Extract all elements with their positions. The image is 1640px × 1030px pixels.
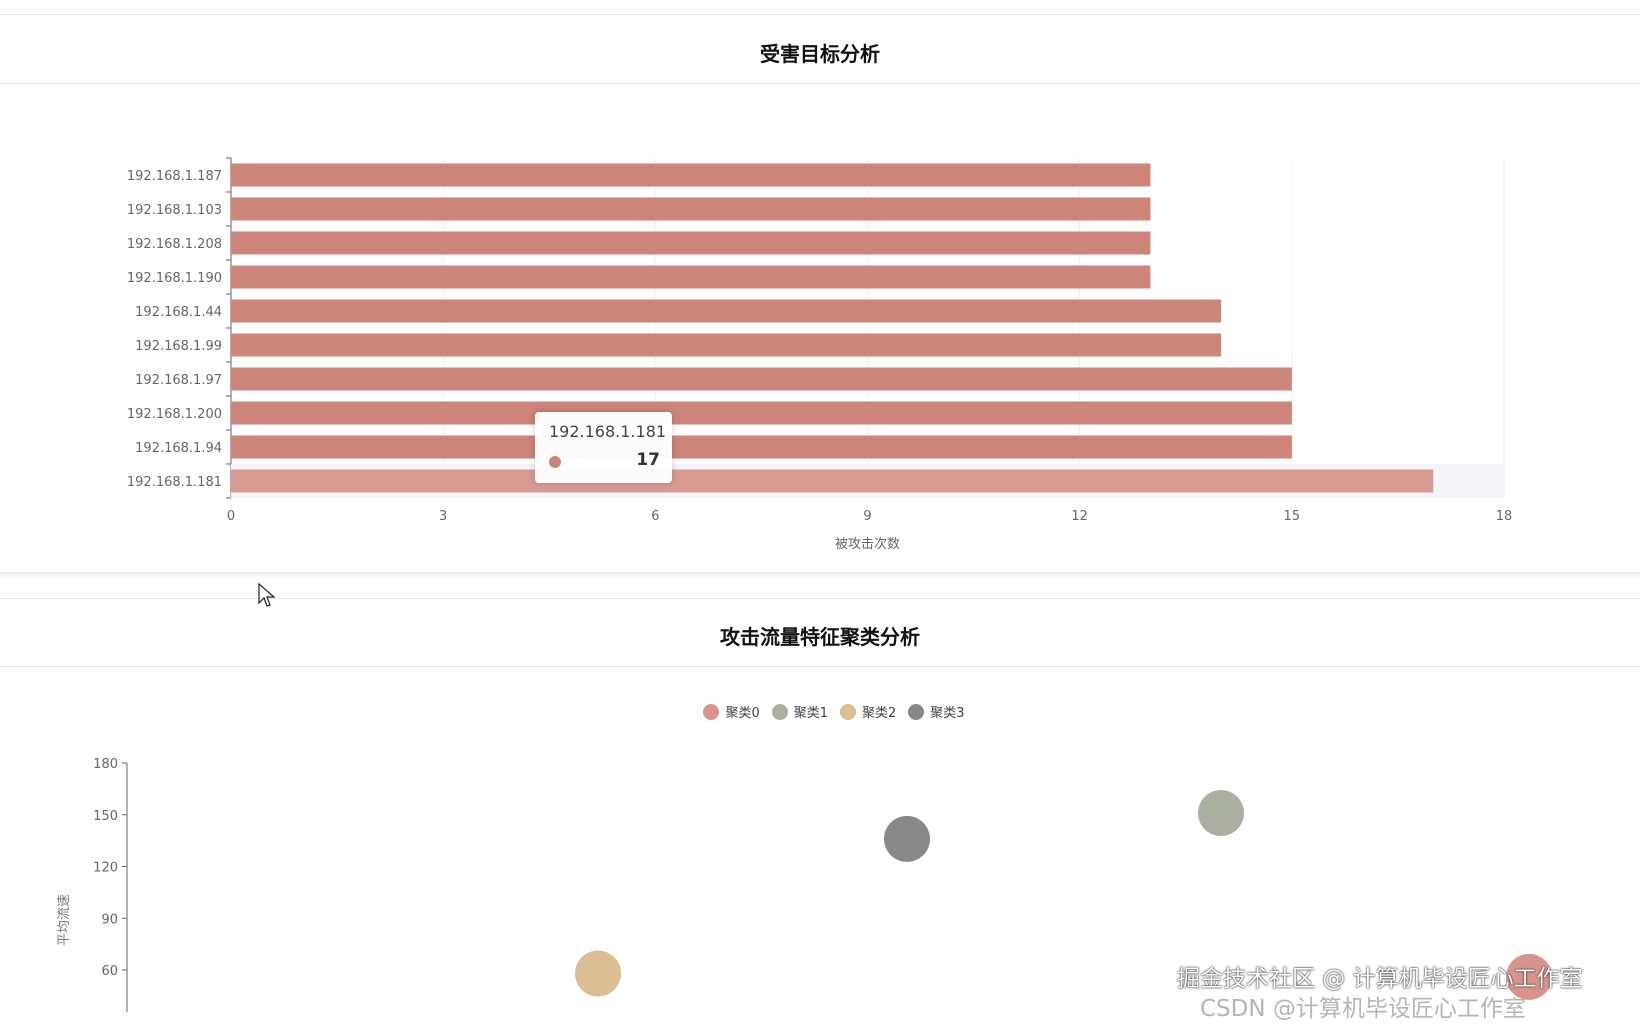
tooltip-name: 192.168.1.181	[549, 422, 667, 441]
legend-dot-icon	[840, 703, 856, 720]
bar	[231, 401, 1292, 425]
y-tick-label: 60	[101, 964, 118, 979]
bar	[231, 265, 1151, 289]
bar	[231, 469, 1434, 493]
cluster-panel-title: 攻击流量特征聚类分析	[720, 625, 920, 649]
watermark-line1: 掘金技术社区 @ 计算机毕设匠心工作室	[1177, 966, 1583, 992]
y-tick-label: 120	[93, 861, 118, 876]
y-tick-label: 150	[93, 809, 118, 824]
legend-dot-icon	[908, 703, 925, 720]
x-tick-label: 12	[1071, 509, 1088, 524]
panel-shadow	[0, 572, 1640, 578]
legend-item-cluster0[interactable]: 聚类0	[703, 702, 760, 721]
bar	[231, 299, 1222, 323]
bar	[231, 435, 1292, 459]
cluster-top-divider	[0, 598, 1640, 599]
bubble-聚类2	[575, 950, 621, 997]
bubble-聚类3	[884, 815, 930, 862]
bubble-聚类1	[1198, 790, 1244, 837]
bar	[231, 231, 1151, 255]
y-tick-label: 192.168.1.94	[135, 441, 222, 456]
y-tick-label: 192.168.1.200	[127, 407, 222, 422]
victim-panel-title: 受害目标分析	[760, 42, 880, 66]
y-tick-label: 192.168.1.103	[127, 203, 222, 218]
victim-bar-chart: 0 3 6 9 12 15 18 被攻击次数 192.168.1.187 192.168.1.10…	[127, 157, 1513, 552]
y-tick-label: 180	[93, 757, 118, 772]
legend-item-cluster1[interactable]: 聚类1	[771, 702, 828, 721]
bar	[231, 163, 1151, 187]
legend-label: 聚类3	[930, 706, 965, 721]
y-tick-label: 192.168.1.208	[127, 237, 222, 252]
y-tick-label: 192.168.1.181	[127, 475, 222, 490]
bar	[231, 333, 1222, 357]
y-tick-label: 192.168.1.44	[135, 305, 222, 320]
y-tick-label: 90	[101, 912, 118, 927]
x-tick-label: 6	[651, 509, 659, 524]
x-tick-label: 9	[863, 509, 871, 524]
y-tick-label: 192.168.1.97	[135, 373, 222, 388]
tooltip-value: 17	[636, 450, 660, 470]
top-divider	[0, 14, 1640, 15]
mouse-cursor-icon	[258, 583, 276, 607]
y-tick-label: 192.168.1.187	[127, 169, 222, 184]
legend-label: 聚类2	[862, 706, 897, 721]
y-tick-label: 192.168.1.190	[127, 271, 222, 286]
chart-tooltip: 192.168.1.181 17	[535, 412, 672, 483]
bar	[231, 197, 1151, 221]
legend-dot-icon	[703, 703, 720, 720]
legend-dot-icon	[771, 703, 788, 720]
x-tick-label: 15	[1284, 509, 1301, 524]
watermark-line2: CSDN @计算机毕设匠心工作室	[1200, 996, 1526, 1022]
legend-item-cluster2[interactable]: 聚类2	[840, 702, 896, 721]
x-axis-label: 被攻击次数	[835, 536, 900, 552]
legend-label: 聚类0	[725, 706, 760, 721]
cluster-legend: 聚类0 聚类1 聚类2 聚类3	[0, 702, 1640, 721]
x-tick-label: 0	[227, 509, 235, 524]
victim-title-divider	[0, 83, 1640, 84]
bar	[231, 367, 1292, 391]
legend-label: 聚类1	[793, 706, 828, 721]
x-tick-label: 3	[439, 509, 447, 524]
legend-item-cluster3[interactable]: 聚类3	[908, 702, 965, 721]
cluster-title-divider	[0, 666, 1640, 667]
y-axis-label: 平均流速	[57, 894, 72, 946]
tooltip-marker-icon	[549, 456, 561, 468]
y-tick-label: 192.168.1.99	[135, 339, 222, 354]
x-tick-label: 18	[1496, 509, 1513, 524]
